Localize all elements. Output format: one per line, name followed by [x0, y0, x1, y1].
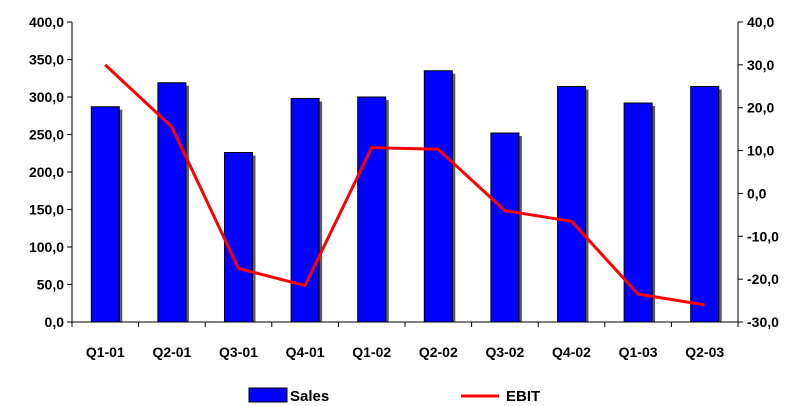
legend-ebit-label: EBIT	[506, 388, 540, 405]
sales-bar	[423, 70, 453, 323]
left-tick-label: 250,0	[29, 127, 64, 143]
sales-bar	[557, 86, 586, 323]
sales-bar	[623, 102, 653, 323]
x-tick-label: Q3-01	[219, 344, 258, 360]
right-tick-label: 10,0	[747, 143, 774, 159]
x-tick-label: Q1-03	[619, 344, 658, 360]
right-tick-label: -10,0	[747, 228, 779, 244]
left-tick-label: 200,0	[29, 164, 64, 180]
sales-bar	[490, 132, 520, 323]
sales-bar	[290, 98, 320, 323]
axes	[67, 21, 743, 327]
x-tick-label: Q4-02	[552, 344, 591, 360]
x-tick-label: Q2-02	[419, 344, 458, 360]
x-tick-label: Q2-03	[685, 344, 724, 360]
left-tick-label: 50,0	[37, 277, 64, 293]
x-tick-label: Q1-02	[352, 344, 391, 360]
left-tick-label: 350,0	[29, 52, 64, 68]
left-tick-label: 0,0	[45, 314, 65, 330]
left-tick-label: 150,0	[29, 202, 64, 218]
sales-bar	[157, 82, 187, 323]
right-tick-label: -30,0	[747, 314, 779, 330]
x-tick-label: Q3-02	[485, 344, 524, 360]
x-tick-label: Q1-01	[86, 344, 125, 360]
right-tick-label: 40,0	[747, 14, 774, 30]
ebit-line-group	[104, 63, 705, 307]
sales-bar	[224, 152, 253, 323]
sales-bar	[690, 86, 720, 323]
legend: Sales EBIT	[248, 387, 540, 405]
sales-bar	[90, 106, 120, 323]
legend-sales-swatch	[248, 387, 288, 403]
ebit-line	[104, 63, 705, 307]
left-tick-label: 400,0	[29, 14, 64, 30]
x-tick-label: Q2-01	[152, 344, 191, 360]
sales-bar	[357, 96, 387, 323]
right-tick-label: 30,0	[747, 57, 774, 73]
right-tick-label: 0,0	[747, 185, 767, 201]
x-tick-label: Q4-01	[286, 344, 325, 360]
right-tick-label: -20,0	[747, 271, 779, 287]
legend-sales-label: Sales	[290, 388, 329, 405]
right-tick-label: 20,0	[747, 100, 774, 116]
left-tick-label: 300,0	[29, 89, 64, 105]
tick-labels: 0,0 50,0 100,0 150,0 200,0 250,0 300,0 350,0 400…	[29, 14, 779, 360]
left-tick-label: 100,0	[29, 239, 64, 255]
